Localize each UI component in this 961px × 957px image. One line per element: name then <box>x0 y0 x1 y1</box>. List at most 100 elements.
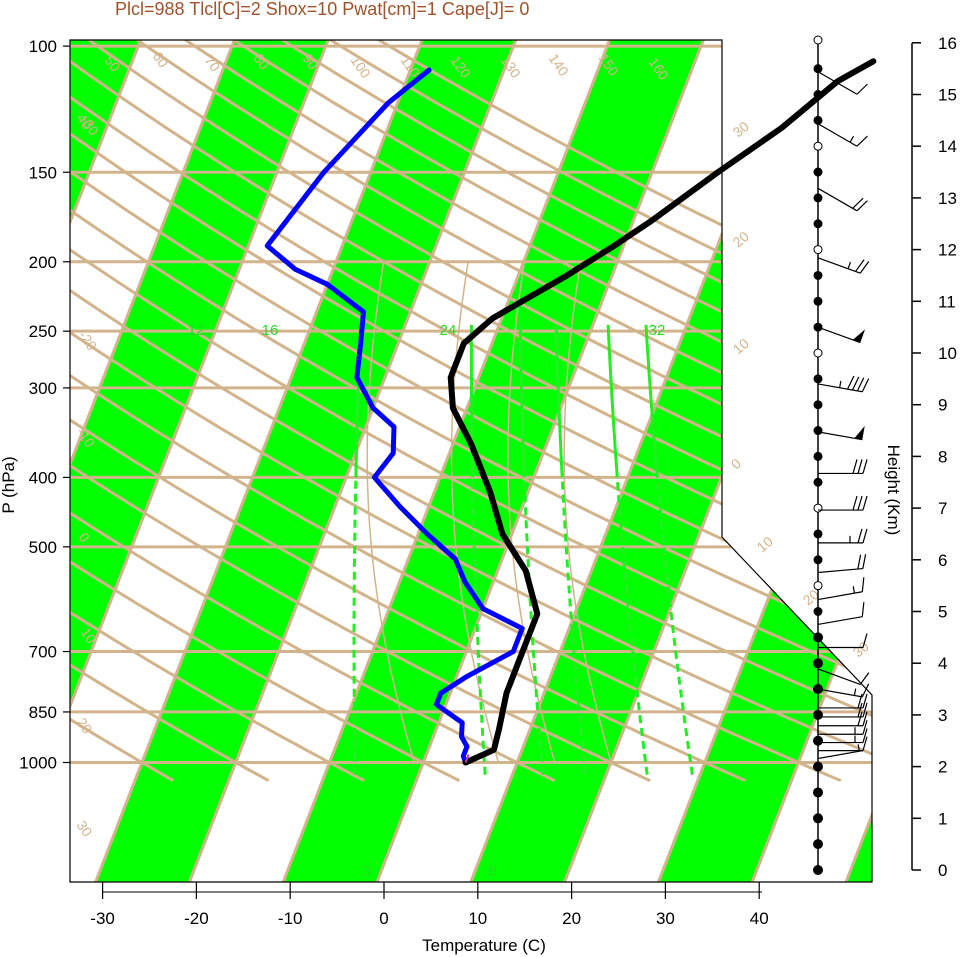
wind-barb-full <box>862 459 868 474</box>
isotherm-label-right: 10 <box>730 335 752 357</box>
wind-barb-half <box>849 135 855 143</box>
mixing-ratio-line <box>655 477 694 775</box>
dry-adiabat <box>70 40 747 782</box>
wind-barb-full <box>862 554 867 569</box>
isotherm-label-right: 10 <box>754 533 776 555</box>
plot-outline <box>69 39 873 883</box>
wind-barb-shaft <box>817 326 861 344</box>
wind-barb-full <box>861 378 870 392</box>
wind-barb-full <box>851 376 860 391</box>
wind-barb-shaft <box>817 257 861 274</box>
chart-title: Plcl=988 Tlcl[C]=2 Shox=10 Pwat[cm]=1 Ca… <box>115 0 529 19</box>
mixing-ratio-label: 12 <box>188 322 205 339</box>
isotherm-band <box>628 40 872 882</box>
isotherm-band <box>70 40 555 882</box>
mixing-ratio-line <box>606 324 619 478</box>
wind-barb-full <box>862 720 868 735</box>
isotherm-label: 30 <box>74 818 96 840</box>
wind-barb-half <box>847 261 852 269</box>
wind-barb-shaft <box>817 383 863 393</box>
wind-top-marker <box>813 35 823 45</box>
height-tick-label: 4 <box>938 654 947 673</box>
height-marker <box>813 374 823 384</box>
isotherm-line <box>70 40 181 882</box>
height-tick-label: 12 <box>938 241 957 260</box>
isotherm-label: 70 <box>202 53 224 75</box>
height-tick-label: 13 <box>938 189 957 208</box>
dry-adiabat <box>70 40 872 782</box>
isotherm-line <box>70 40 275 882</box>
dry-adiabat <box>70 40 872 783</box>
moist-adiabat <box>507 261 556 763</box>
wind-barb-full <box>852 197 864 209</box>
height-marker <box>813 167 823 177</box>
wind-barb-full <box>862 633 868 648</box>
wind-barb-shaft <box>817 71 858 95</box>
height-marker <box>813 813 823 824</box>
wind-barb-full <box>847 375 855 390</box>
wind-barb-shaft <box>817 616 863 626</box>
wind-barb-shaft <box>817 750 863 760</box>
isotherm-line <box>720 40 872 882</box>
x-tick-label: 10 <box>468 909 487 928</box>
wind-barb-full <box>861 683 870 698</box>
wind-barb-full <box>862 728 868 743</box>
dry-adiabat <box>70 40 842 782</box>
mixing-ratio-label: 32 <box>649 322 666 339</box>
isotherm-line <box>345 40 744 882</box>
isotherm-line <box>70 40 369 882</box>
height-axis-title: Height (Km) <box>884 445 903 536</box>
axes: -30 -20 -10 0 10 20 30 401001502002503004005007… <box>19 37 873 928</box>
p-tick-label: 150 <box>29 163 57 182</box>
dry-adiabat <box>70 40 460 782</box>
isotherm-label: 140 <box>546 51 573 79</box>
wind-barb-full <box>857 711 863 726</box>
dry-adiabat <box>70 40 872 783</box>
isotherm-label-right: 20 <box>730 228 752 250</box>
mixing-ratio-line <box>522 477 545 775</box>
mixing-ratio-line <box>352 477 358 775</box>
height-marker <box>813 632 823 643</box>
height-marker <box>813 865 823 875</box>
mixing-ratio-label: 16 <box>262 322 279 339</box>
p-tick-label: 700 <box>29 643 57 662</box>
mixing-ratio-line <box>554 324 564 478</box>
height-marker <box>813 839 823 850</box>
height-marker <box>813 348 823 358</box>
height-marker <box>813 115 823 125</box>
moist-adiabat <box>563 261 612 763</box>
height-marker <box>813 400 823 410</box>
wind-barb-full <box>855 259 865 272</box>
height-marker <box>813 141 823 151</box>
height-marker <box>813 581 823 591</box>
dry-adiabat <box>70 40 270 782</box>
p-tick-label: 400 <box>29 468 57 487</box>
wind-barb-full <box>856 83 868 95</box>
p-tick-label: 500 <box>29 538 57 557</box>
height-tick-label: 2 <box>938 758 947 777</box>
x-tick-label: 40 <box>750 909 769 928</box>
isotherm-label-right: 30 <box>730 118 752 140</box>
dry-adiabat <box>70 40 174 782</box>
wind-barb-shaft <box>817 123 858 147</box>
wind-barb-full <box>852 495 858 511</box>
wind-barb-full <box>861 577 865 592</box>
height-marker <box>813 555 823 565</box>
isotherm-label: 100 <box>348 53 375 81</box>
dry-adiabat <box>70 40 872 783</box>
isotherm-line <box>251 40 650 882</box>
wind-barb-shaft <box>817 668 861 685</box>
wind-barb-full <box>859 261 870 274</box>
height-marker <box>813 607 823 616</box>
height-tick-label: 3 <box>938 706 947 725</box>
isotherm-label-right: 30 <box>850 638 872 660</box>
temperature-trace <box>447 58 877 766</box>
wind-barb-full <box>857 702 863 718</box>
wind-barb-full <box>862 528 868 544</box>
height-marker <box>813 684 823 695</box>
height-tick-label: 1 <box>938 809 947 828</box>
x-tick-label: -10 <box>278 909 303 928</box>
p-tick-label: 100 <box>29 37 57 56</box>
height-tick-label: 5 <box>938 603 947 622</box>
